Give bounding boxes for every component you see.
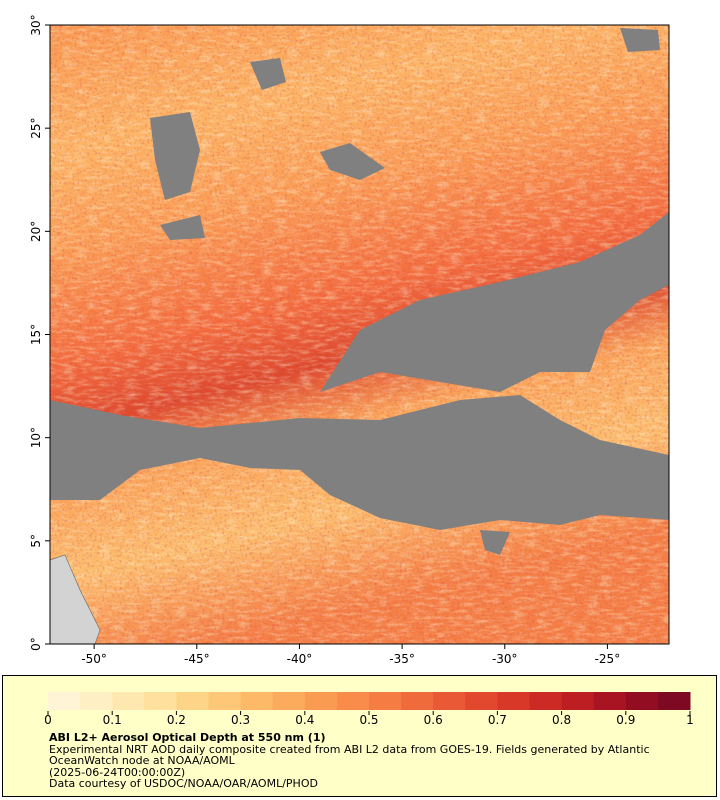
colorbar-step [272,692,306,710]
x-tick-label: -40° [287,652,313,666]
caption-timestamp: (2025-06-24T00:00:00Z) [49,765,186,779]
colorbar-step [176,692,209,710]
colorbar-tick-label: 0.3 [231,713,250,727]
colorbar-tick-label: 0.2 [167,713,186,727]
aod-image [50,25,669,644]
colorbar-tick-label: 0.9 [616,713,635,727]
colorbar-step [369,692,402,710]
x-tick-label: -25° [595,652,621,666]
x-tick-label: -45° [184,652,210,666]
colorbar-tick-label: 0.4 [295,713,314,727]
colorbar-step [304,692,338,710]
colorbar-step [529,692,563,710]
colorbar-tick-label: 1 [686,713,694,727]
x-tick-label: -50° [81,652,107,666]
colorbar-step [497,692,530,710]
colorbar-tick-label: 0.7 [488,713,507,727]
land [50,554,101,644]
colorbar-step [240,692,274,710]
y-tick-label: 5° [29,534,43,548]
colorbar-tick-label: 0.6 [424,713,443,727]
colorbar: 0 0.1 0.2 0.3 0.4 0.5 0.6 0.7 0.8 0.9 1 [44,692,694,727]
y-tick-label: 10° [29,427,43,448]
caption: ABI L2+ Aerosol Optical Depth at 550 nm … [49,732,689,790]
y-tick-label: 30° [29,14,43,35]
caption-description: Experimental NRT AOD daily composite cre… [49,742,650,767]
colorbar-step [80,692,113,710]
y-tick-label: 20° [29,221,43,242]
colorbar-tick-label: 0.1 [103,713,122,727]
y-tick-label: 0° [29,637,43,651]
colorbar-step [465,692,498,710]
colorbar-tick-label: 0.8 [552,713,571,727]
legend-panel: 0 0.1 0.2 0.3 0.4 0.5 0.6 0.7 0.8 0.9 1 ABI L2+ Ae… [2,675,717,797]
x-tick-label: -35° [389,652,415,666]
map-figure: -50° -45° -40° -35° -30° -25° 0° 5° 10° 15° 20° 25°… [29,14,670,666]
colorbar-step [144,692,177,710]
x-tick-label: -30° [492,652,518,666]
colorbar-step [561,692,595,710]
colorbar-step [48,692,81,710]
colorbar-step [433,692,466,710]
colorbar-step [593,692,627,710]
colorbar-step [336,692,370,710]
y-tick-label: 15° [29,324,43,345]
caption-credit: Data courtesy of USDOC/NOAA/OAR/AOML/PHO… [49,777,318,790]
colorbar-step [112,692,145,710]
colorbar-tick-label: 0.5 [359,713,378,727]
colorbar-step [208,692,242,710]
no-data [50,28,669,555]
colorbar-step [625,692,659,710]
colorbar-tick-label: 0 [44,713,52,727]
colorbar-step [657,692,691,710]
caption-title: ABI L2+ Aerosol Optical Depth at 550 nm … [49,731,326,744]
colorbar-step [401,692,434,710]
y-tick-label: 25° [29,118,43,139]
